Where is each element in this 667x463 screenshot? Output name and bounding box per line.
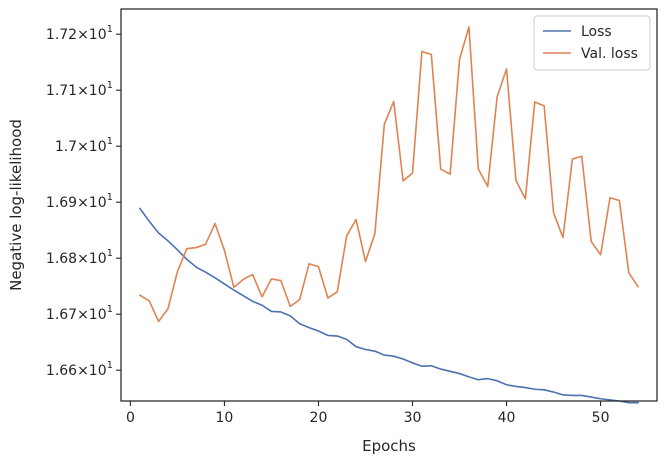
x-axis-label: Epochs: [362, 437, 416, 455]
y-tick-label: 1.67×101: [46, 304, 113, 323]
y-tick-exponent: 1: [107, 360, 113, 371]
y-tick-exponent: 1: [107, 248, 113, 259]
legend-box: [533, 15, 651, 71]
series-line-0: [139, 207, 639, 404]
y-tick-base: ×10: [77, 195, 107, 211]
y-tick-base: ×10: [77, 363, 107, 379]
y-tick-mantissa: 1.72: [46, 27, 77, 43]
y-tick-mantissa: 1.71: [46, 83, 77, 99]
y-tick-label: 1.72×101: [46, 24, 113, 43]
y-tick-exponent: 1: [107, 136, 113, 147]
y-tick-mantissa: 1.66: [46, 363, 77, 379]
y-tick-base: ×10: [77, 251, 107, 267]
x-tick-label: 30: [404, 410, 422, 426]
y-tick-base: ×10: [77, 27, 107, 43]
y-tick-base: ×10: [77, 307, 107, 323]
x-tick-label: 20: [310, 410, 328, 426]
y-tick-label: 1.68×101: [46, 248, 113, 267]
y-tick-mantissa: 1.69: [46, 195, 77, 211]
ticks-layer: 0 10 20 30 40 501.66×1011.67×1011.68×1011.69×…: [46, 24, 610, 426]
legend-label: Val. loss: [581, 46, 638, 62]
x-tick-label: 10: [216, 410, 234, 426]
y-tick-exponent: 1: [107, 24, 113, 35]
legend: Loss Val. loss: [533, 15, 651, 71]
y-tick-base: ×10: [77, 139, 107, 155]
y-tick-base: ×10: [77, 83, 107, 99]
y-tick-exponent: 1: [107, 304, 113, 315]
y-tick-label: 1.66×101: [46, 360, 113, 379]
y-tick-label: 1.7×101: [55, 136, 113, 155]
legend-label: Loss: [581, 24, 612, 40]
y-tick-mantissa: 1.7: [55, 139, 77, 155]
plot-area-frame: [120, 8, 658, 402]
x-tick-label: 40: [498, 410, 516, 426]
y-axis-label: Negative log-likelihood: [7, 119, 25, 291]
y-tick-label: 1.69×101: [46, 192, 113, 211]
x-tick-label: 0: [126, 410, 135, 426]
x-tick-label: 50: [592, 410, 610, 426]
series-layer: [139, 26, 639, 404]
y-tick-exponent: 1: [107, 192, 113, 203]
y-tick-mantissa: 1.68: [46, 251, 77, 267]
series-line-1: [139, 26, 639, 323]
y-tick-label: 1.71×101: [46, 80, 113, 99]
y-tick-exponent: 1: [107, 80, 113, 91]
y-tick-mantissa: 1.67: [46, 307, 77, 323]
